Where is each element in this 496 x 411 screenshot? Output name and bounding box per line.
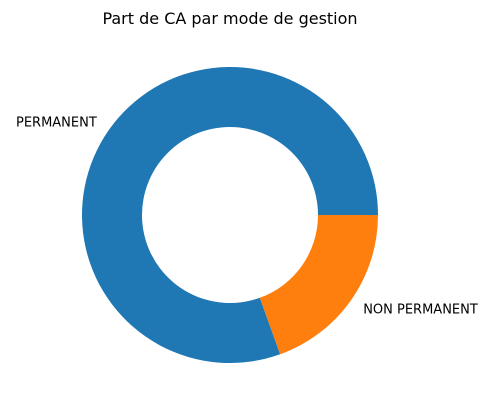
slice-label-permanent: PERMANENT bbox=[16, 115, 97, 130]
slice-label-non-permanent: NON PERMANENT bbox=[363, 303, 478, 318]
slice-non-permanent bbox=[259, 215, 378, 355]
labels-group: PERMANENT NON PERMANENT bbox=[16, 115, 478, 317]
slices-group bbox=[82, 67, 379, 364]
slice-permanent bbox=[82, 67, 379, 364]
chart-title: Part de CA par mode de gestion bbox=[102, 9, 357, 28]
